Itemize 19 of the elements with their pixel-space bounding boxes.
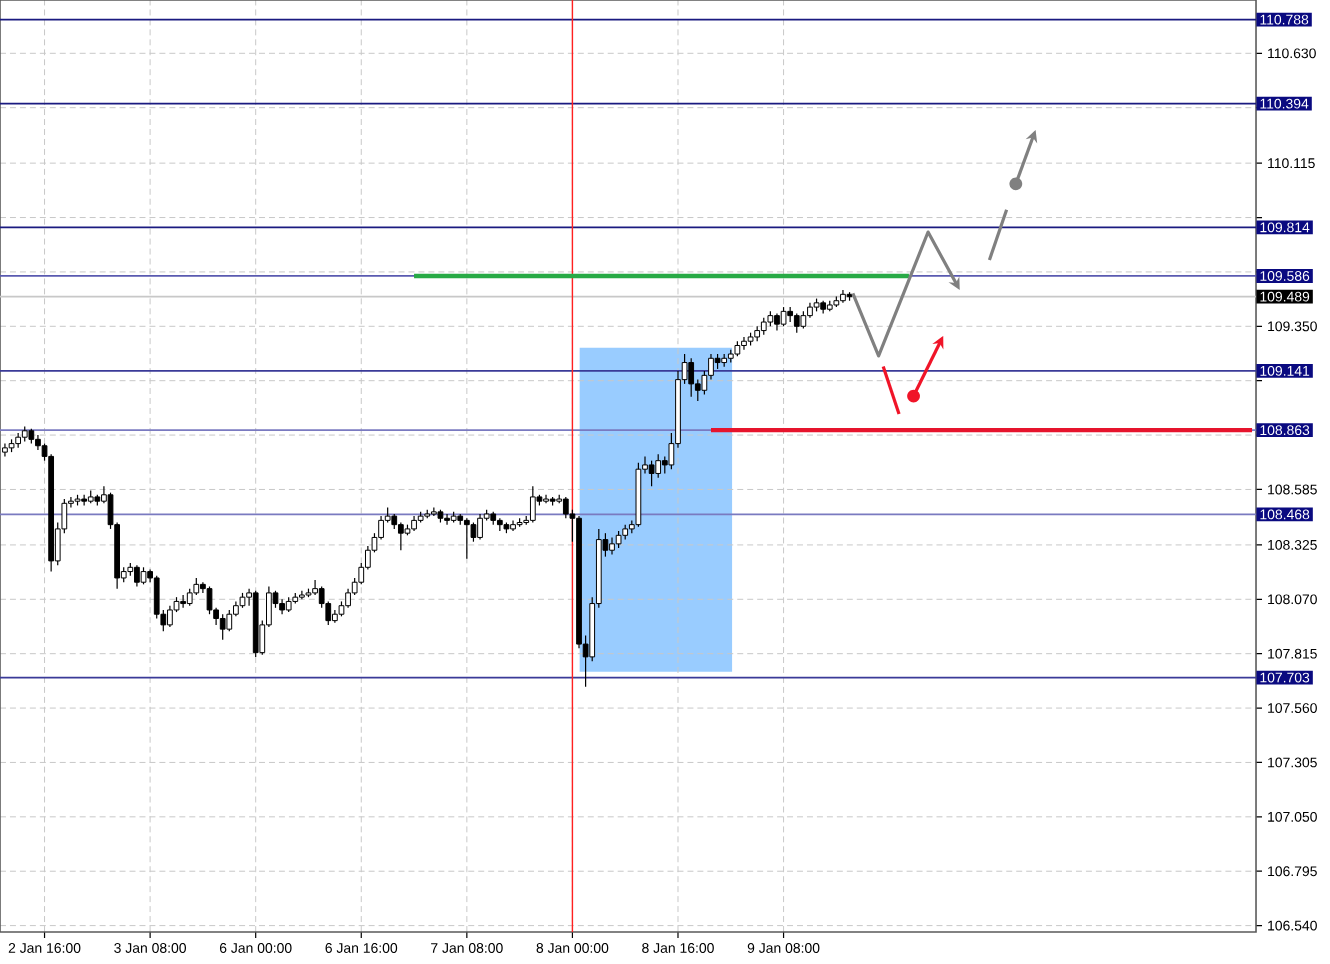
candlestick bbox=[477, 513, 483, 541]
candlestick bbox=[780, 306, 787, 327]
candlestick bbox=[529, 485, 536, 524]
candlestick bbox=[444, 513, 450, 526]
candlestick bbox=[793, 312, 800, 334]
candlestick bbox=[81, 494, 88, 507]
candlestick bbox=[219, 613, 226, 641]
candlestick bbox=[167, 605, 173, 628]
candlestick bbox=[312, 579, 318, 596]
candlestick bbox=[648, 460, 655, 487]
candlestick bbox=[180, 594, 186, 609]
candlestick bbox=[463, 517, 470, 560]
candlestick bbox=[741, 336, 747, 351]
candlestick bbox=[134, 564, 140, 588]
candlestick bbox=[688, 357, 695, 398]
candlestick bbox=[226, 609, 233, 632]
candlestick bbox=[397, 521, 404, 551]
candlestick bbox=[655, 453, 662, 479]
candlestick bbox=[609, 536, 615, 556]
